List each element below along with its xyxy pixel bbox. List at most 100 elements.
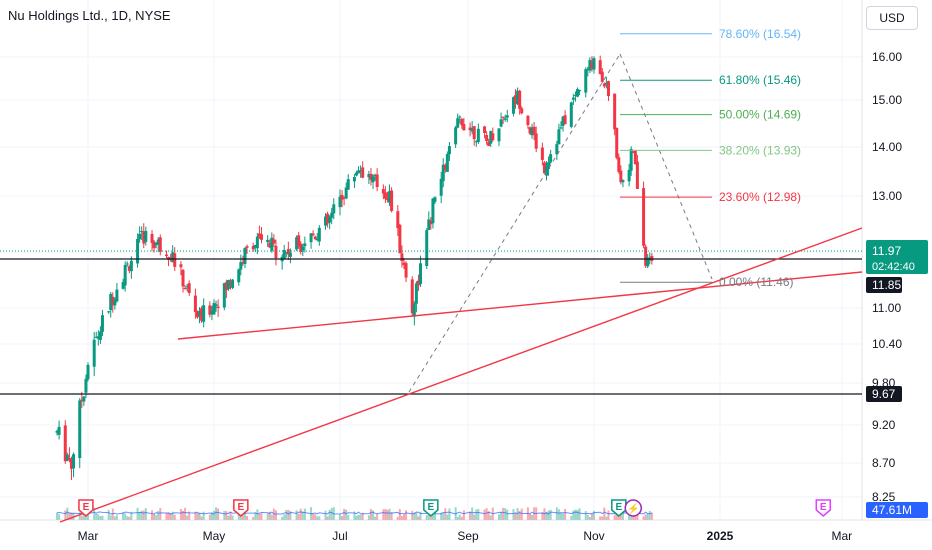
candle-body[interactable] — [619, 170, 623, 183]
candle-body[interactable] — [557, 129, 561, 145]
dividend-marker[interactable]: ⚡ — [624, 499, 643, 517]
candle-body[interactable] — [208, 305, 212, 315]
candle-body[interactable] — [534, 133, 538, 149]
candle-body[interactable] — [78, 400, 82, 459]
fibonacci-retracement[interactable]: 78.60% (16.54) 61.80% (15.46) 50.00% (14.6… — [620, 27, 801, 289]
candle-body[interactable] — [113, 299, 117, 306]
candle-body[interactable] — [100, 315, 104, 332]
candle-body[interactable] — [222, 283, 226, 308]
candle-body[interactable] — [344, 187, 348, 199]
candle-body[interactable] — [427, 219, 431, 231]
candle-body[interactable] — [200, 308, 204, 321]
candle-body[interactable] — [635, 161, 639, 190]
candle-body[interactable] — [142, 231, 146, 244]
candle-body[interactable] — [563, 115, 567, 125]
candle-body[interactable] — [501, 116, 505, 118]
candle-body[interactable] — [65, 454, 69, 461]
candle-body[interactable] — [259, 234, 263, 240]
candlestick-series[interactable] — [55, 55, 654, 480]
candle-body[interactable] — [270, 237, 274, 251]
candle-body[interactable] — [136, 239, 140, 264]
candle-body[interactable] — [454, 127, 458, 145]
candle-body[interactable] — [328, 216, 332, 223]
candle-body[interactable] — [615, 127, 619, 158]
candle-body[interactable] — [559, 127, 563, 129]
candle-body[interactable] — [150, 233, 154, 243]
candle-body[interactable] — [229, 282, 233, 286]
candle-body[interactable] — [352, 177, 356, 182]
candle-body[interactable] — [371, 176, 375, 183]
candle-body[interactable] — [555, 144, 559, 155]
candle-body[interactable] — [511, 97, 515, 114]
candle-body[interactable] — [476, 128, 480, 143]
candle-body[interactable] — [193, 295, 197, 313]
candle-body[interactable] — [80, 399, 84, 402]
candle-body[interactable] — [456, 118, 460, 128]
currency-button[interactable]: USD — [866, 6, 918, 30]
candle-body[interactable] — [606, 81, 610, 97]
candle-body[interactable] — [158, 237, 162, 252]
candle-body[interactable] — [542, 162, 546, 174]
candle-body[interactable] — [644, 246, 648, 266]
candle-body[interactable] — [505, 115, 509, 118]
candle-body[interactable] — [532, 126, 536, 135]
candle-body[interactable] — [330, 212, 334, 218]
drawings-layer[interactable] — [0, 53, 863, 523]
candle-body[interactable] — [115, 289, 119, 302]
candle-body[interactable] — [301, 246, 305, 251]
candle-body[interactable] — [598, 60, 602, 75]
candle-body[interactable] — [487, 141, 491, 147]
candle-body[interactable] — [288, 252, 292, 257]
candle-body[interactable] — [198, 311, 202, 316]
candle-body[interactable] — [299, 243, 303, 252]
candle-body[interactable] — [359, 170, 363, 172]
candle-body[interactable] — [497, 128, 501, 142]
candle-body[interactable] — [584, 69, 588, 93]
candle-body[interactable] — [369, 173, 373, 180]
candle-body[interactable] — [400, 253, 404, 262]
dashed-swing-line[interactable] — [619, 53, 713, 280]
candle-body[interactable] — [602, 83, 606, 87]
candle-body[interactable] — [154, 242, 158, 246]
candle-body[interactable] — [586, 68, 590, 71]
candle-body[interactable] — [474, 141, 478, 143]
candle-body[interactable] — [67, 458, 71, 461]
candle-body[interactable] — [462, 124, 466, 131]
candle-body[interactable] — [419, 263, 423, 285]
candle-body[interactable] — [92, 339, 96, 367]
candle-body[interactable] — [503, 118, 507, 120]
candle-body[interactable] — [129, 260, 133, 272]
candle-body[interactable] — [375, 174, 379, 187]
candle-body[interactable] — [212, 303, 216, 315]
candle-body[interactable] — [239, 262, 243, 270]
candle-body[interactable] — [431, 198, 435, 224]
candle-body[interactable] — [385, 198, 389, 200]
candle-body[interactable] — [156, 239, 160, 245]
candle-body[interactable] — [303, 243, 307, 247]
candle-body[interactable] — [642, 188, 646, 246]
candle-body[interactable] — [470, 128, 474, 132]
candle-body[interactable] — [173, 253, 177, 267]
candle-body[interactable] — [123, 265, 127, 286]
candle-body[interactable] — [245, 246, 249, 248]
candle-body[interactable] — [412, 303, 416, 317]
candle-body[interactable] — [396, 211, 400, 229]
candle-body[interactable] — [98, 331, 102, 340]
candle-body[interactable] — [127, 266, 131, 271]
candle-body[interactable] — [381, 189, 385, 194]
candle-body[interactable] — [383, 192, 387, 199]
candle-body[interactable] — [520, 108, 524, 114]
candle-body[interactable] — [530, 127, 534, 136]
candle-body[interactable] — [72, 454, 76, 469]
candle-body[interactable] — [63, 425, 67, 462]
candle-body[interactable] — [398, 224, 402, 254]
support-trendline[interactable] — [177, 271, 863, 340]
candle-body[interactable] — [518, 90, 522, 109]
candle-body[interactable] — [338, 196, 342, 208]
candle-body[interactable] — [646, 257, 650, 267]
candle-body[interactable] — [82, 396, 86, 402]
candle-body[interactable] — [516, 90, 520, 105]
earnings-marker[interactable]: E — [815, 499, 832, 517]
candle-body[interactable] — [243, 248, 247, 264]
candle-body[interactable] — [390, 190, 394, 211]
